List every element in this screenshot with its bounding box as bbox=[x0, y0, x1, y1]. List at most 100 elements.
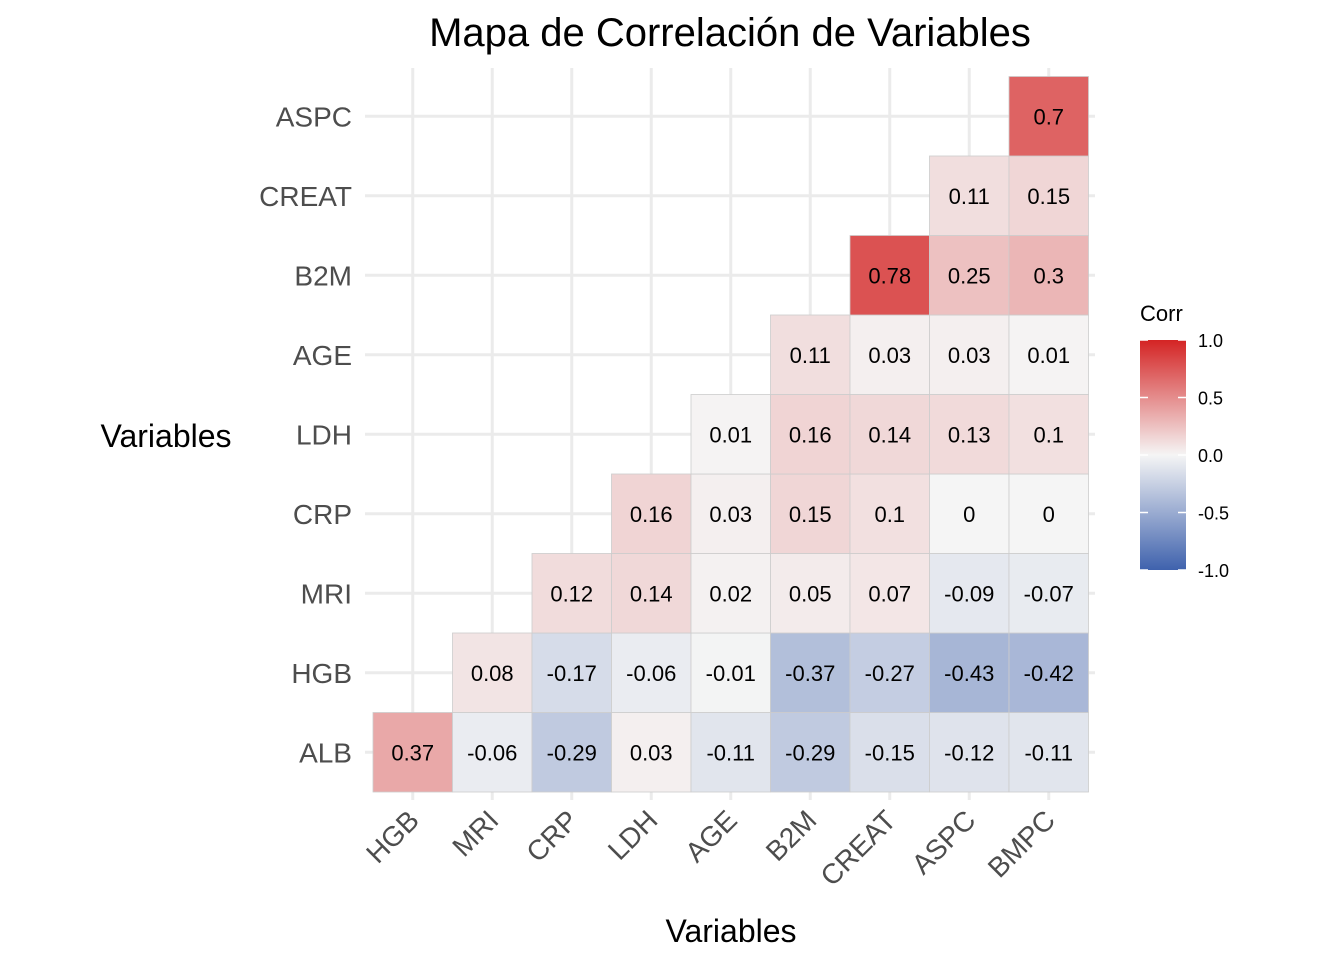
cell-value-label: -0.11 bbox=[1024, 740, 1073, 765]
heatmap-cell bbox=[770, 394, 851, 475]
heatmap-cell bbox=[1008, 473, 1089, 554]
cell-value-label: 0 bbox=[963, 502, 975, 527]
legend-tick-label: 1.0 bbox=[1198, 331, 1223, 351]
cell-value-label: -0.09 bbox=[944, 581, 994, 606]
cell-value-label: -0.29 bbox=[785, 740, 835, 765]
cell-value-label: -0.01 bbox=[706, 661, 756, 686]
cell-value-label: -0.43 bbox=[944, 661, 994, 686]
cell-value-label: 0.25 bbox=[948, 263, 991, 288]
heatmap-cell bbox=[372, 712, 453, 793]
heatmap-cell bbox=[929, 394, 1010, 475]
heatmap-cell bbox=[690, 553, 771, 634]
heatmap-cell bbox=[849, 235, 930, 316]
cell-value-label: 0.12 bbox=[550, 581, 593, 606]
heatmap-cell bbox=[690, 473, 771, 554]
cell-value-label: 0.1 bbox=[874, 502, 905, 527]
legend-tick-label: -0.5 bbox=[1198, 504, 1229, 524]
cell-value-label: 0.15 bbox=[1027, 184, 1070, 209]
cell-value-label: 0.15 bbox=[789, 502, 832, 527]
cell-value-label: 0.03 bbox=[948, 343, 991, 368]
cell-value-label: 0.14 bbox=[868, 422, 911, 447]
heatmap-cell bbox=[1008, 712, 1089, 793]
legend-ticks: 1.0 0.5 0.0 -0.5 -1.0 bbox=[1140, 331, 1229, 581]
chart-title: Mapa de Correlación de Variables bbox=[429, 11, 1031, 55]
heatmap-cell bbox=[929, 632, 1010, 713]
heatmap-cell bbox=[929, 473, 1010, 554]
heatmap-cell bbox=[770, 553, 851, 634]
heatmap-cell bbox=[929, 155, 1010, 236]
cell-value-label: -0.37 bbox=[785, 661, 835, 686]
cell-value-label: -0.07 bbox=[1024, 581, 1074, 606]
y-tick-label: CRP bbox=[293, 499, 352, 530]
legend-tick-label: 0.5 bbox=[1198, 389, 1223, 409]
cell-labels: 0.37 -0.06 -0.29 0.03 -0.11 -0.29 -0.15 -0.12 -0… bbox=[391, 104, 1073, 765]
heatmap-cell bbox=[770, 632, 851, 713]
cell-value-label: -0.29 bbox=[547, 740, 597, 765]
cell-value-label: 0.08 bbox=[471, 661, 514, 686]
cell-value-label: -0.06 bbox=[626, 661, 676, 686]
heatmap-cell bbox=[770, 712, 851, 793]
heatmap-cells bbox=[372, 76, 1089, 793]
legend-tick-label: -1.0 bbox=[1198, 561, 1229, 581]
cell-value-label: 0.78 bbox=[868, 263, 911, 288]
heatmap-cell bbox=[929, 712, 1010, 793]
cell-value-label: 0.13 bbox=[948, 422, 991, 447]
cell-value-label: -0.12 bbox=[944, 740, 994, 765]
cell-value-label: 0.03 bbox=[868, 343, 911, 368]
y-tick-label: CREAT bbox=[259, 181, 352, 212]
heatmap-cell bbox=[531, 632, 612, 713]
cell-value-label: 0.14 bbox=[630, 581, 673, 606]
heatmap-cell bbox=[1008, 155, 1089, 236]
cell-value-label: 0 bbox=[1043, 502, 1055, 527]
legend: Corr 1.0 0.5 0.0 -0.5 -1.0 bbox=[1140, 301, 1229, 581]
heatmap-cell bbox=[849, 712, 930, 793]
cell-value-label: 0.01 bbox=[709, 422, 752, 447]
heatmap-cell bbox=[452, 632, 533, 713]
y-tick-label: ASPC bbox=[276, 101, 352, 132]
heatmap-cell bbox=[611, 553, 692, 634]
x-tick-label: AGE bbox=[679, 804, 743, 868]
cell-value-label: 0.37 bbox=[391, 740, 434, 765]
heatmap-cell bbox=[770, 314, 851, 395]
cell-value-label: 0.11 bbox=[790, 343, 831, 368]
cell-value-label: 0.16 bbox=[789, 422, 832, 447]
x-tick-label: ASPC bbox=[906, 804, 982, 880]
cell-value-label: -0.17 bbox=[547, 661, 597, 686]
legend-title: Corr bbox=[1140, 301, 1183, 326]
cell-value-label: 0.03 bbox=[630, 740, 673, 765]
x-tick-label: HGB bbox=[360, 804, 425, 869]
cell-value-label: 0.3 bbox=[1033, 263, 1064, 288]
x-tick-label: BMPC bbox=[982, 804, 1061, 883]
cell-value-label: -0.15 bbox=[865, 740, 915, 765]
heatmap-cell bbox=[1008, 632, 1089, 713]
cell-value-label: -0.27 bbox=[865, 661, 915, 686]
cell-value-label: 0.7 bbox=[1033, 104, 1064, 129]
heatmap-cell bbox=[611, 712, 692, 793]
y-axis-ticks: ALB HGB MRI CRP LDH AGE B2M CREAT ASPC bbox=[259, 101, 352, 768]
cell-value-label: 0.02 bbox=[709, 581, 752, 606]
heatmap-cell bbox=[690, 394, 771, 475]
x-tick-label: MRI bbox=[446, 804, 504, 862]
cell-value-label: 0.03 bbox=[709, 502, 752, 527]
heatmap-cell bbox=[849, 394, 930, 475]
y-tick-label: B2M bbox=[294, 260, 352, 291]
cell-value-label: 0.16 bbox=[630, 502, 673, 527]
x-axis-title: Variables bbox=[665, 913, 796, 949]
cell-value-label: -0.06 bbox=[467, 740, 517, 765]
cell-value-label: -0.42 bbox=[1024, 661, 1074, 686]
heatmap-cell bbox=[929, 553, 1010, 634]
cell-value-label: 0.01 bbox=[1027, 343, 1070, 368]
x-tick-label: LDH bbox=[602, 804, 664, 866]
legend-tick-label: 0.0 bbox=[1198, 446, 1223, 466]
heatmap-cell bbox=[690, 632, 771, 713]
heatmap-cell bbox=[531, 553, 612, 634]
y-tick-label: MRI bbox=[301, 578, 352, 609]
y-tick-label: AGE bbox=[293, 340, 352, 371]
heatmap-cell bbox=[770, 473, 851, 554]
cell-value-label: 0.11 bbox=[949, 184, 990, 209]
heatmap-cell bbox=[849, 553, 930, 634]
heatmap-cell bbox=[611, 473, 692, 554]
cell-value-label: -0.11 bbox=[706, 740, 755, 765]
